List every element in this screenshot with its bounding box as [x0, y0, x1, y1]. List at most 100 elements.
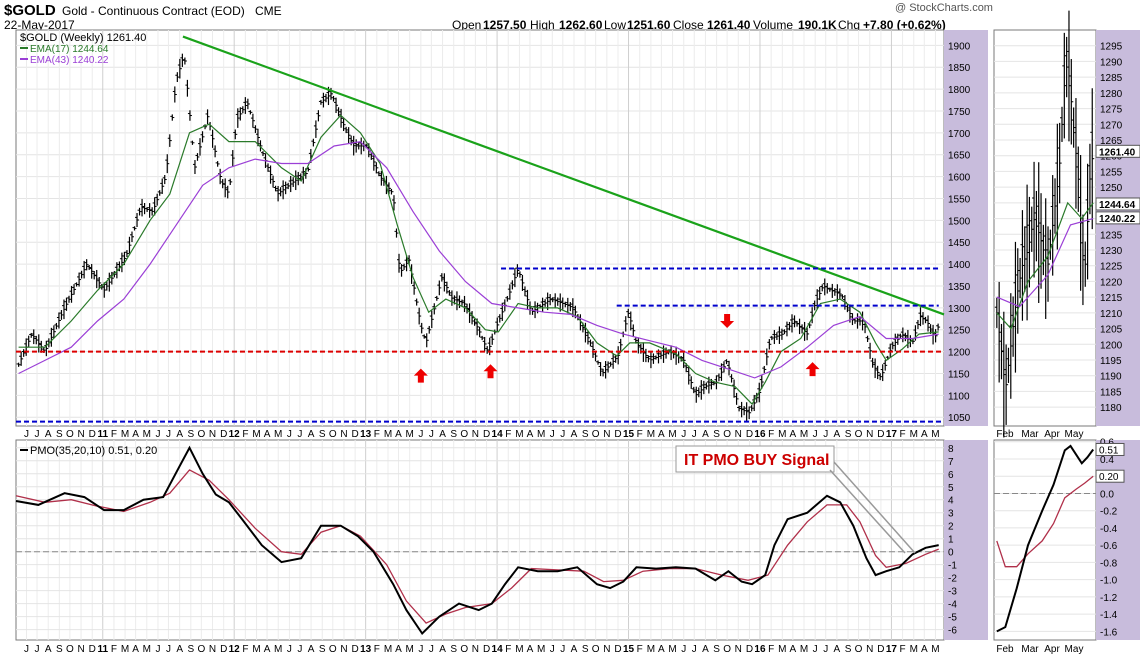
inset-price-y-tick-label: 1190 — [1100, 372, 1122, 383]
x-tick-label: J — [35, 644, 40, 655]
x-tick-label: A — [395, 644, 402, 655]
x-tick-label: S — [845, 644, 852, 655]
price-y-tick-label: 1750 — [948, 107, 971, 118]
inset-price-y-tick-label: 1210 — [1100, 309, 1123, 320]
x-tick-label: F — [505, 429, 511, 440]
x-tick-label: J — [429, 429, 434, 440]
x-tick-label: 14 — [492, 429, 504, 440]
x-tick-label: M — [143, 644, 151, 655]
x-tick-label: 16 — [754, 429, 766, 440]
x-tick-label: J — [813, 644, 818, 655]
x-tick-label: 12 — [229, 429, 241, 440]
inset-price-y-tick-label: 1225 — [1100, 262, 1123, 273]
x-tick-label: J — [24, 644, 29, 655]
x-tick-label: 13 — [360, 429, 372, 440]
price-y-tick-label: 1300 — [948, 304, 971, 315]
x-tick-label: A — [45, 644, 52, 655]
x-tick-label: S — [319, 429, 326, 440]
x-tick-label: A — [176, 644, 183, 655]
x-tick-label: J — [297, 644, 302, 655]
x-tick-label: M — [800, 429, 808, 440]
x-tick-label: 17 — [886, 644, 898, 655]
x-tick-label: M — [121, 644, 129, 655]
x-tick-label: F — [637, 429, 643, 440]
pmo-y-tick-label: 7 — [948, 457, 954, 468]
x-tick-label: M — [274, 644, 282, 655]
x-tick-label: A — [45, 429, 52, 440]
x-tick-label: O — [592, 644, 600, 655]
x-tick-label: M — [910, 429, 918, 440]
pmo-y-tick-label: -1 — [948, 561, 957, 572]
x-tick-label: O — [592, 429, 600, 440]
pmo-y-tick-label: -4 — [948, 600, 957, 611]
price-y-tick-label: 1100 — [948, 391, 970, 402]
pmo-y-tick-label: -3 — [948, 587, 957, 598]
x-tick-label: N — [209, 429, 216, 440]
x-tick-label: N — [866, 644, 873, 655]
x-tick-label: J — [35, 429, 40, 440]
x-tick-label: A — [921, 429, 928, 440]
x-tick-label: A — [527, 429, 534, 440]
x-tick-label: A — [132, 644, 139, 655]
x-tick-label: S — [450, 644, 457, 655]
x-tick-label: A — [571, 644, 578, 655]
x-tick-label: F — [374, 644, 380, 655]
x-tick-label: J — [155, 429, 160, 440]
x-tick-label: N — [866, 429, 873, 440]
x-tick-label: D — [483, 429, 490, 440]
close-value: 1261.40 — [707, 18, 751, 32]
x-tick-label: D — [220, 644, 227, 655]
x-tick-label: S — [56, 644, 63, 655]
x-tick-label: F — [637, 644, 643, 655]
x-tick-label: O — [66, 644, 74, 655]
close-label: Close — [673, 18, 704, 32]
x-tick-label: A — [264, 644, 271, 655]
annotation-callout-line — [833, 461, 916, 554]
x-tick-label: D — [352, 644, 359, 655]
annotation-text: IT PMO BUY Signal — [684, 452, 830, 469]
x-tick-label: F — [768, 644, 774, 655]
chg-label: Chg — [838, 18, 861, 32]
inset-x-tick-label: Mar — [1021, 429, 1039, 440]
x-tick-label: J — [287, 429, 292, 440]
x-tick-label: M — [910, 644, 918, 655]
x-tick-label: M — [778, 644, 786, 655]
x-tick-label: M — [252, 644, 260, 655]
x-tick-label: O — [66, 429, 74, 440]
buy-arrow-up — [413, 368, 428, 383]
buy-arrow-up — [805, 362, 820, 377]
volume-label: Volume — [753, 18, 794, 32]
x-tick-label: J — [560, 644, 565, 655]
inset-pmo-line — [996, 444, 1095, 633]
x-tick-label: F — [374, 429, 380, 440]
x-tick-label: O — [460, 644, 468, 655]
x-tick-label: M — [515, 429, 523, 440]
low-value: 1251.60 — [627, 18, 671, 32]
pmo-y-tick-label: -5 — [948, 613, 957, 624]
inset-price-y-tick-label: 1195 — [1100, 356, 1122, 367]
inset-pmo-y-tick-label: -1.4 — [1100, 610, 1118, 621]
x-tick-label: J — [692, 429, 697, 440]
inset-price-y-tick-label: 1280 — [1100, 89, 1123, 100]
x-tick-label: N — [603, 429, 610, 440]
x-tick-label: M — [537, 644, 545, 655]
x-tick-label: M — [515, 644, 523, 655]
volume-value: 190.1K — [798, 18, 837, 32]
x-tick-label: D — [89, 644, 96, 655]
pmo-panel-axis-bg — [944, 440, 988, 640]
value-marker-box — [1095, 469, 1125, 483]
x-tick-label: M — [668, 429, 676, 440]
inset-pmo-y-tick-label: -0.4 — [1100, 524, 1118, 535]
x-tick-label: J — [418, 429, 423, 440]
x-tick-label: 14 — [492, 644, 504, 655]
x-tick-label: N — [603, 644, 610, 655]
x-tick-label: 13 — [360, 644, 372, 655]
x-tick-label: 15 — [623, 644, 635, 655]
x-tick-label: A — [439, 644, 446, 655]
gridlines — [16, 30, 1096, 640]
x-tick-label: N — [340, 644, 347, 655]
x-tick-label: M — [406, 429, 414, 440]
x-tick-label: J — [681, 429, 686, 440]
x-tick-label: A — [264, 429, 271, 440]
